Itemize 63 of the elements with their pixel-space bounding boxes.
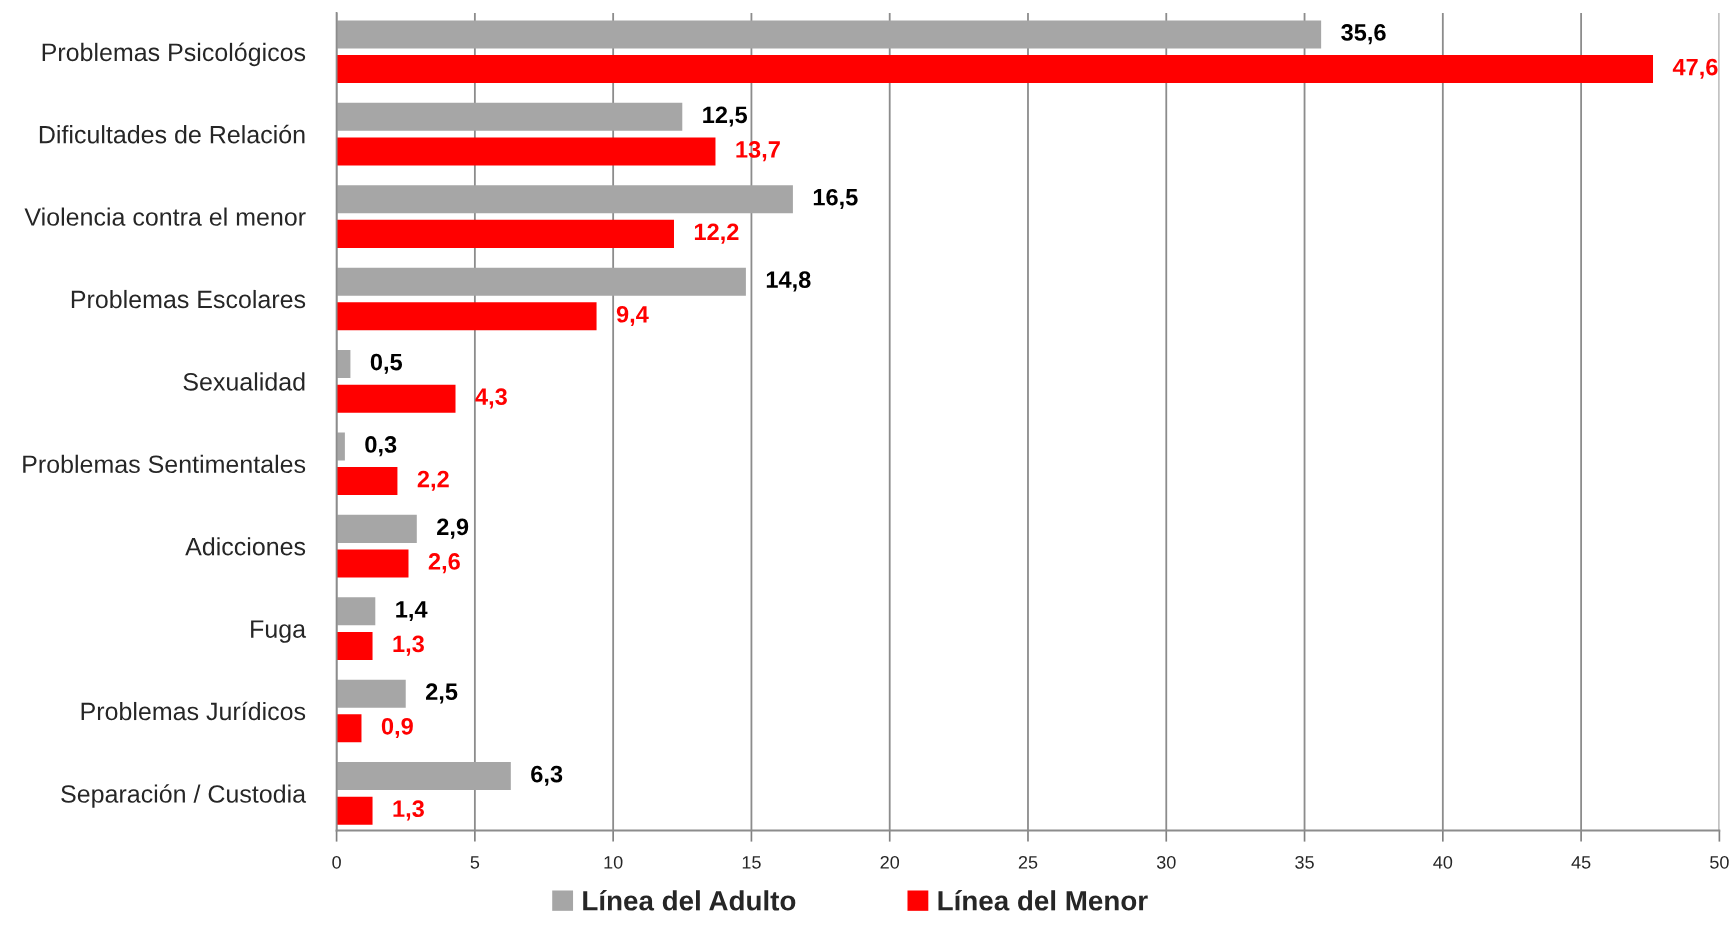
- y-tick-label: Problemas Escolares: [71, 289, 306, 309]
- y-tick-label: Problemas Jurídicos: [81, 701, 306, 721]
- x-tick-label: 5: [470, 856, 480, 869]
- x-tick-label: 35: [1295, 855, 1314, 869]
- data-label: 4,3: [475, 388, 507, 409]
- data-label: 14,8: [766, 271, 811, 292]
- bar: [336, 679, 406, 708]
- data-label: 13,7: [736, 141, 780, 162]
- data-label: 47,6: [1672, 58, 1718, 79]
- data-label: 1,3: [393, 800, 424, 821]
- y-tick-label: Violencia contra el menor: [24, 207, 306, 226]
- x-tick-label: 25: [1018, 855, 1038, 869]
- data-label: 6,3: [531, 765, 563, 786]
- data-label: 12,2: [694, 223, 739, 244]
- legend-label: Línea del Menor: [938, 889, 1148, 911]
- bar: [336, 467, 398, 496]
- x-tick-label: 0: [332, 855, 341, 869]
- data-label: 9,4: [616, 305, 649, 327]
- y-tick-label: Adicciones: [185, 537, 306, 556]
- data-label: 0,3: [365, 436, 397, 457]
- bar: [336, 267, 746, 296]
- bar: [336, 762, 511, 791]
- bar: [336, 302, 597, 331]
- data-label: 1,4: [396, 601, 428, 622]
- y-tick-label: Problemas Psicológicos: [42, 42, 306, 67]
- x-tick-label: 10: [604, 855, 623, 869]
- data-label: 35,6: [1341, 24, 1386, 45]
- data-label: 2,9: [437, 518, 469, 539]
- data-label: 2,2: [417, 470, 449, 491]
- bar: [336, 20, 1322, 49]
- y-tick-label: Problemas Sentimentales: [23, 454, 306, 474]
- data-label: 0,9: [381, 717, 413, 739]
- data-label: 16,5: [813, 188, 858, 210]
- bar: [336, 350, 351, 379]
- bar: [336, 714, 362, 743]
- x-tick-label: 50: [1710, 855, 1729, 869]
- y-tick-label: Fuga: [251, 620, 307, 643]
- bar: [336, 514, 417, 543]
- y-tick-label: Sexualidad: [183, 372, 305, 391]
- bar: [336, 432, 345, 461]
- bar: [336, 549, 409, 578]
- y-tick-label: Dificultades de Relación: [39, 124, 305, 144]
- bar: [336, 102, 683, 131]
- bar: [336, 384, 456, 413]
- data-label: 0,5: [370, 353, 403, 374]
- y-tick-label: Separación / Custodia: [61, 784, 307, 808]
- data-label: 1,3: [393, 635, 424, 656]
- x-tick-label: 20: [880, 855, 900, 869]
- bar: [336, 796, 373, 825]
- x-tick-label: 40: [1433, 855, 1453, 869]
- data-label: 2,6: [428, 553, 460, 574]
- bar: [336, 597, 376, 626]
- legend-label: Línea del Adulto: [583, 889, 796, 911]
- bar: [336, 219, 674, 248]
- x-tick-label: 30: [1156, 855, 1176, 869]
- bar: [336, 55, 1654, 84]
- data-label: 12,5: [703, 106, 748, 127]
- bar: [336, 185, 793, 214]
- x-tick-label: 15: [742, 856, 761, 869]
- bar: [336, 631, 373, 660]
- x-tick-label: 45: [1571, 856, 1591, 869]
- bar: [336, 137, 716, 166]
- data-label: 2,5: [425, 683, 458, 704]
